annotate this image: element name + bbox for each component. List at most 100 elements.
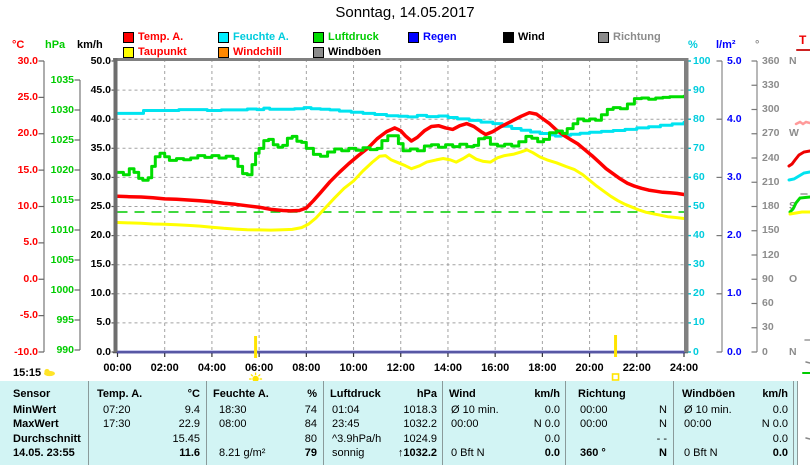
table-cell-sub: 00:00 xyxy=(684,418,712,431)
tick-label-humidity: 80 xyxy=(693,112,705,125)
legend-label: Taupunkt xyxy=(138,46,187,58)
legend-item: Taupunkt xyxy=(123,46,217,58)
tick-label-humidity: 20 xyxy=(693,287,705,300)
table-cell-value: 1032.2 xyxy=(403,418,437,431)
tick-label-pressure: 1010 xyxy=(50,223,74,236)
table-cell-value: 0.0 xyxy=(544,432,560,445)
tick-letter-direction: N xyxy=(789,54,797,67)
table-cell-sub: 0 Bft N xyxy=(684,446,718,459)
legend-color-swatch xyxy=(313,47,324,58)
table-cell-value: 80 xyxy=(304,432,317,445)
axis-unit-rain: l/m² xyxy=(716,39,736,51)
tick-label-direction: 120 xyxy=(762,248,780,261)
table-col-header: Temp. A. xyxy=(97,387,143,400)
legend-item: Windböen xyxy=(313,46,407,58)
legend-item: Regen xyxy=(408,31,502,43)
legend-label: Richtung xyxy=(613,31,661,43)
legend-item: Feuchte A. xyxy=(218,31,312,43)
tick-label-humidity: 90 xyxy=(693,83,705,96)
tick-label-humidity: 0 xyxy=(693,345,699,358)
table-cell-value: 0.0 xyxy=(544,404,560,416)
table-cell-value: - - xyxy=(656,432,667,445)
tick-label-windspeed: 20.0 xyxy=(90,229,111,242)
tick-label-windspeed: 10.0 xyxy=(90,287,111,300)
tick-label-direction: 0 xyxy=(762,345,768,358)
time-label: 04:00 xyxy=(197,362,226,374)
tick-label-humidity: 60 xyxy=(693,170,705,183)
axis-unit-temperature: °C xyxy=(12,39,25,51)
table-separator xyxy=(442,381,443,465)
axis-unit-windspeed: km/h xyxy=(77,39,103,51)
legend-label: Regen xyxy=(423,31,457,43)
table-cell-value: 9.4 xyxy=(184,404,200,416)
table-cell-sub: 360 ° xyxy=(580,446,606,459)
legend-item: Luftdruck xyxy=(313,31,407,43)
tick-label-windspeed: 25.0 xyxy=(90,200,111,212)
tick-label-temperature: 30.0 xyxy=(17,54,38,67)
cutoff-fragment-yellow-curve xyxy=(788,210,810,216)
table-cell-value: N xyxy=(659,404,667,416)
table-cell-sub: 8.21 g/m² xyxy=(219,446,266,459)
table-cell-value: N xyxy=(659,418,667,431)
tick-label-humidity: 50 xyxy=(693,200,705,212)
axis-unit-humidity: % xyxy=(688,39,698,51)
tick-label-windspeed: 45.0 xyxy=(90,83,111,96)
table-cell-value: ↑1032.2 xyxy=(397,446,437,459)
time-label: 08:00 xyxy=(292,362,321,374)
table-cell-sub: 17:30 xyxy=(103,418,131,431)
table-cell-sub: sonnig xyxy=(332,446,365,459)
series-feuchte-a- xyxy=(116,106,686,138)
tick-label-rain: 3.0 xyxy=(727,170,742,183)
table-row-label: Durchschnitt xyxy=(13,432,81,445)
tick-letter-direction: N xyxy=(789,345,797,358)
tick-letter-direction: S xyxy=(789,200,797,212)
legend-item: Temp. A. xyxy=(123,31,217,43)
tick-label-temperature: -5.0 xyxy=(19,309,38,322)
tick-label-pressure: 1005 xyxy=(50,253,74,266)
cutoff-fragment-gray-dash-4 xyxy=(805,437,810,440)
table-cell-value: N 0.0 xyxy=(761,418,788,431)
time-label: 24:00 xyxy=(669,362,699,374)
table-cell-value: 1018.3 xyxy=(403,404,437,416)
tick-label-temperature: 5.0 xyxy=(23,236,38,249)
tick-label-windspeed: 0.0 xyxy=(96,345,111,358)
series-luftdruck xyxy=(116,94,686,182)
time-label: 06:00 xyxy=(245,362,274,374)
tick-label-windspeed: 30.0 xyxy=(90,170,111,183)
table-cell-sub: 01:04 xyxy=(332,404,360,416)
cutoff-next-chart-label: T xyxy=(799,33,807,47)
day-length-label: 15:15 xyxy=(13,367,42,379)
axis-unit-direction: ° xyxy=(755,39,760,51)
legend-color-swatch xyxy=(598,32,609,43)
tick-label-pressure: 1030 xyxy=(50,103,74,116)
plot-border-right xyxy=(684,58,689,353)
page-title: Sonntag, 14.05.2017 xyxy=(335,4,475,21)
cutoff-fragment-salmon-squiggle xyxy=(794,120,810,126)
legend-color-swatch xyxy=(503,32,514,43)
table-cell-sub: Ø 10 min. xyxy=(451,404,499,416)
tick-letter-direction: O xyxy=(789,272,798,285)
table-col-header: Luftdruck xyxy=(330,387,381,400)
table-cell-sub: 00:00 xyxy=(580,418,608,431)
table-cell-sub: ^3.9hPa/h xyxy=(332,432,382,445)
tick-label-humidity: 100 xyxy=(693,54,711,67)
time-label: 12:00 xyxy=(386,362,415,374)
table-cell-value: 22.9 xyxy=(178,418,200,431)
table-row-label: MaxWert xyxy=(13,418,59,431)
legend-color-swatch xyxy=(408,32,419,43)
tick-label-direction: 300 xyxy=(762,103,780,115)
tick-label-pressure: 990 xyxy=(56,343,74,356)
sunset-square-icon xyxy=(611,373,620,381)
table-col-header: Feuchte A. xyxy=(213,387,269,400)
table-cell-value: 0.0 xyxy=(772,446,788,459)
tick-label-direction: 30 xyxy=(762,321,774,334)
series-temp-a- xyxy=(115,110,686,213)
tick-label-direction: 360 xyxy=(762,54,780,67)
tick-label-windspeed: 35.0 xyxy=(90,141,111,154)
tick-label-direction: 180 xyxy=(762,200,780,212)
legend-label: Windchill xyxy=(233,46,282,58)
table-row-label: MinWert xyxy=(13,404,57,416)
tick-label-humidity: 30 xyxy=(693,258,705,271)
table-separator xyxy=(565,381,566,465)
